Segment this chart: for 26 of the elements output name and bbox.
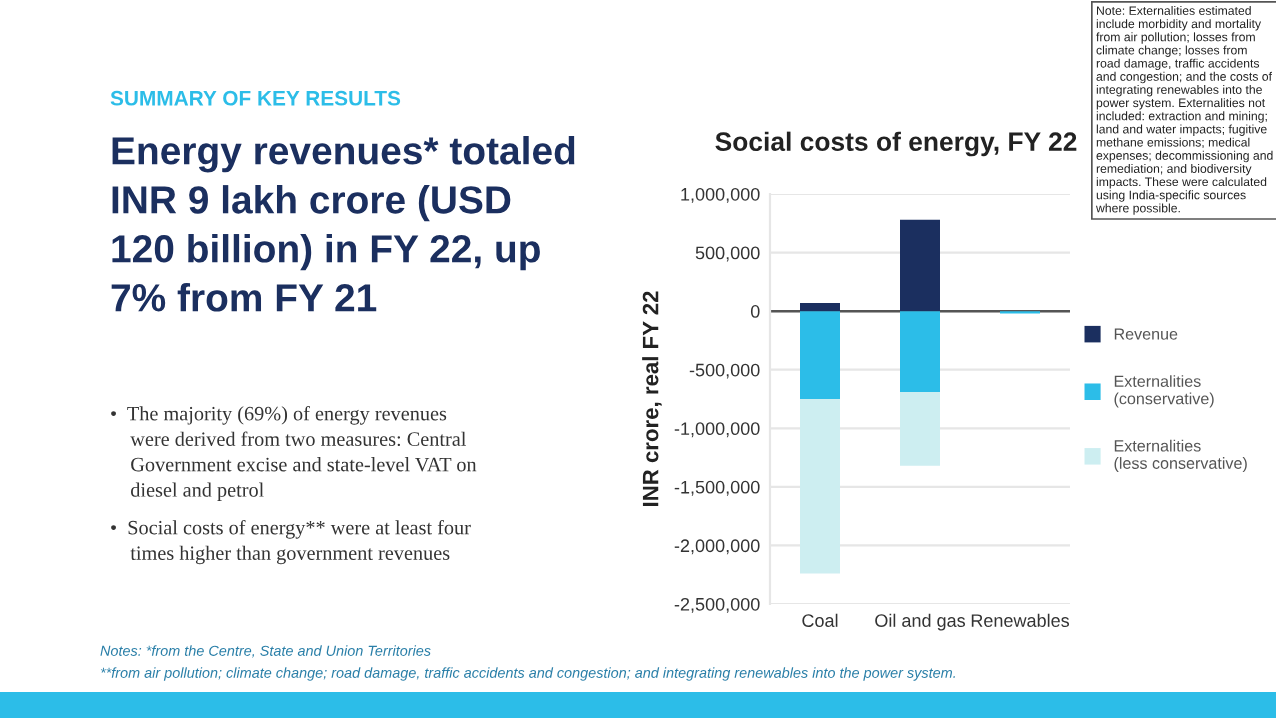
text: SUMMARY OF KEY RESULTS: [110, 90, 401, 106]
y-tick-label: -1,000,000: [674, 422, 760, 438]
x-tick-label: Coal: [802, 613, 838, 627]
y-tick-label: -1,500,000: [674, 480, 760, 496]
bar: [900, 311, 940, 392]
y-tick-label: -2,500,000: [674, 597, 760, 613]
bar: [800, 399, 840, 574]
text: • The majority (69%) of energy revenues were derived from two measures: Central Government excise and state-level VAT on diesel and petrol: [111, 406, 477, 501]
chart-title: Social costs of energy, FY 22: [715, 131, 1077, 157]
bar: [800, 311, 840, 399]
legend-label: Externalities (conservative): [1114, 375, 1214, 408]
legend-label: Revenue: [1114, 328, 1178, 340]
y-axis-title: INR crore, real FY 22: [642, 291, 662, 507]
y-tick-label: 0: [750, 305, 760, 318]
y-tick-label: -500,000: [689, 363, 760, 379]
y-tick-label: 1,000,000: [681, 187, 760, 203]
text: Energy revenues* totaled INR 9 lakh crore (USD 120 billion) in FY 22, up 7% from FY 21: [111, 136, 575, 312]
legend-label: Externalities (less conservative): [1114, 439, 1247, 473]
text: • Social costs of energy** were at least four times higher than government revenues: [111, 520, 471, 565]
x-tick-label: Renewables: [971, 613, 1070, 627]
bar: [900, 391, 940, 466]
bar: [900, 219, 940, 312]
y-tick-label: -2,000,000: [674, 539, 760, 555]
y-tick-label: 500,000: [695, 246, 760, 262]
bar: [800, 302, 840, 312]
x-tick-label: Oil and gas: [875, 613, 966, 631]
